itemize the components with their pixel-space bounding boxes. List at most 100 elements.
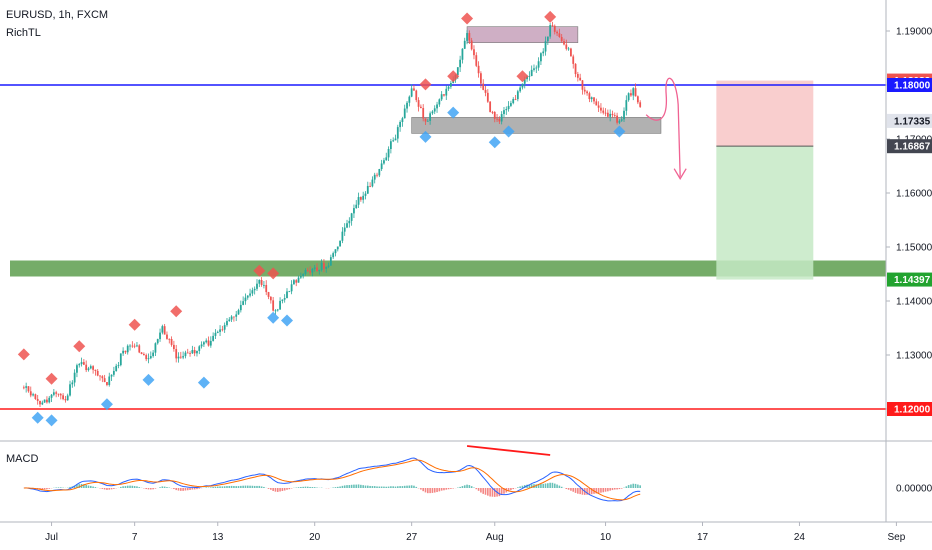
candle bbox=[228, 317, 231, 322]
macd-histogram-bar bbox=[126, 485, 129, 488]
macd-histogram-bar bbox=[565, 488, 568, 490]
candle-body bbox=[161, 326, 164, 333]
candle-body bbox=[159, 332, 161, 340]
candles-layer bbox=[22, 21, 642, 408]
macd-histogram-bar bbox=[350, 484, 353, 488]
candle bbox=[170, 336, 173, 347]
candle-body bbox=[170, 338, 173, 345]
candle-body bbox=[216, 331, 219, 333]
candle-body bbox=[505, 109, 508, 111]
candle-body bbox=[512, 99, 515, 104]
candle-body bbox=[392, 140, 395, 142]
candle-body bbox=[426, 120, 429, 122]
candle bbox=[85, 360, 88, 373]
macd-histogram-bar bbox=[597, 488, 600, 494]
candle-body bbox=[636, 96, 639, 103]
candle bbox=[378, 168, 381, 178]
macd-histogram-bar bbox=[611, 488, 614, 491]
candle bbox=[350, 212, 353, 226]
candle bbox=[353, 204, 355, 218]
macd-histogram-bar bbox=[59, 487, 62, 488]
candle bbox=[191, 345, 194, 354]
candle-body bbox=[613, 115, 616, 116]
macd-histogram-bar bbox=[579, 488, 581, 495]
candle-body bbox=[443, 94, 445, 96]
macd-histogram-bar bbox=[637, 484, 639, 488]
candle bbox=[196, 350, 198, 357]
macd-histogram-bar bbox=[431, 488, 434, 493]
candle-body bbox=[124, 350, 127, 353]
candle bbox=[611, 110, 614, 118]
candle bbox=[563, 38, 565, 46]
candle-body bbox=[198, 346, 201, 351]
candle bbox=[189, 351, 191, 357]
x-tick-label: 13 bbox=[212, 532, 224, 543]
price-badge-bg bbox=[887, 78, 932, 92]
macd-histogram-bar bbox=[161, 486, 164, 488]
candle bbox=[459, 55, 462, 72]
candle-body bbox=[200, 344, 203, 347]
macd-histogram-bar bbox=[336, 486, 339, 488]
price-badge-bg bbox=[887, 402, 932, 416]
candle bbox=[590, 96, 593, 103]
candle-body bbox=[364, 193, 367, 196]
zone-support bbox=[10, 260, 886, 277]
candle bbox=[334, 249, 337, 257]
macd-histogram-bar bbox=[138, 487, 141, 488]
candle bbox=[304, 268, 307, 276]
candle bbox=[306, 267, 309, 273]
candle-body bbox=[570, 48, 572, 57]
macd-histogram-bar bbox=[581, 488, 584, 495]
candle bbox=[311, 268, 314, 277]
candle-body bbox=[542, 51, 545, 54]
candle bbox=[233, 316, 235, 322]
candle-body bbox=[353, 208, 355, 214]
candle bbox=[387, 146, 390, 162]
candle bbox=[163, 323, 166, 335]
macd-histogram-bar bbox=[41, 488, 44, 490]
candle-body bbox=[205, 340, 208, 343]
candle bbox=[440, 91, 443, 102]
candle-body bbox=[76, 365, 78, 373]
price-badge-label: 1.12000 bbox=[894, 405, 931, 416]
macd-histogram-bar bbox=[240, 485, 242, 488]
candle bbox=[609, 109, 612, 122]
candle bbox=[475, 52, 478, 68]
macd-label: MACD bbox=[6, 453, 38, 465]
candle-body bbox=[436, 104, 438, 109]
candle-body bbox=[69, 384, 71, 396]
candle-body bbox=[207, 340, 210, 346]
candle-body bbox=[537, 61, 540, 68]
candle-body bbox=[600, 107, 602, 111]
candle bbox=[565, 39, 568, 51]
macd-histogram-bar bbox=[537, 484, 540, 488]
pivot-high-marker bbox=[447, 70, 460, 83]
macd-histogram-bar bbox=[311, 487, 314, 488]
pivot-low-marker bbox=[31, 411, 44, 424]
macd-histogram-bar bbox=[542, 483, 545, 488]
candle bbox=[96, 369, 99, 377]
candle bbox=[156, 338, 159, 345]
candle bbox=[394, 134, 397, 141]
candle-body bbox=[500, 114, 503, 122]
signal-line bbox=[23, 459, 641, 501]
macd-histogram-bar bbox=[251, 485, 254, 488]
candle-body bbox=[556, 31, 558, 34]
macd-histogram-bar bbox=[186, 488, 189, 491]
candle-body bbox=[503, 110, 505, 115]
macd-histogram-bar bbox=[475, 488, 478, 490]
candle bbox=[66, 393, 69, 401]
candle-body bbox=[318, 270, 321, 272]
candle-body bbox=[634, 88, 637, 97]
candle-body bbox=[260, 279, 263, 286]
macd-histogram-bar bbox=[535, 484, 538, 488]
macd-histogram-bar bbox=[484, 488, 487, 495]
candle bbox=[39, 400, 41, 408]
candle bbox=[27, 386, 30, 393]
candle-body bbox=[480, 73, 482, 84]
candle-body bbox=[119, 353, 122, 366]
candle-body bbox=[489, 101, 492, 112]
macd-histogram-bar bbox=[577, 488, 579, 494]
candle bbox=[570, 47, 572, 57]
